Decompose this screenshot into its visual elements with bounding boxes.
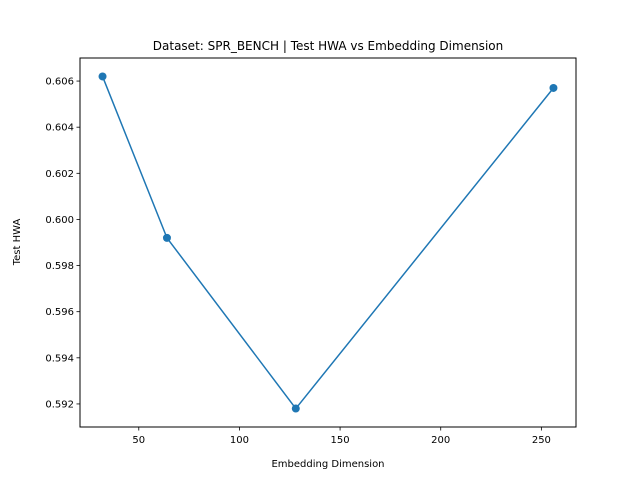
y-tick-label: 0.598 [45,261,74,272]
data-point [162,233,171,242]
y-tick-label: 0.606 [45,77,74,88]
x-tick-label: 250 [532,435,551,446]
y-tick-label: 0.604 [45,123,74,134]
data-point [98,72,107,81]
x-axis-label: Embedding Dimension [271,459,384,470]
y-tick-label: 0.594 [45,353,74,364]
x-tick-label: 50 [132,435,145,446]
x-tick-label: 100 [230,435,249,446]
data-point [291,404,300,413]
chart-title: Dataset: SPR_BENCH | Test HWA vs Embeddi… [153,39,503,53]
x-axis-ticks: 50 100 150 200 250 [132,427,551,446]
x-tick-label: 150 [331,435,350,446]
y-tick-label: 0.596 [45,307,74,318]
series-layer [98,72,558,413]
y-tick-label: 0.592 [45,399,74,410]
x-tick-label: 200 [431,435,450,446]
y-tick-label: 0.600 [45,215,74,226]
y-tick-label: 0.602 [45,169,74,180]
y-axis-ticks: 0.592 0.594 0.596 0.598 0.600 0.602 0.604 0.606 [45,77,80,410]
y-axis-label: Test HWA [12,219,23,267]
series-line [101,76,555,410]
data-point [549,83,558,92]
plot-area-frame [79,57,577,428]
